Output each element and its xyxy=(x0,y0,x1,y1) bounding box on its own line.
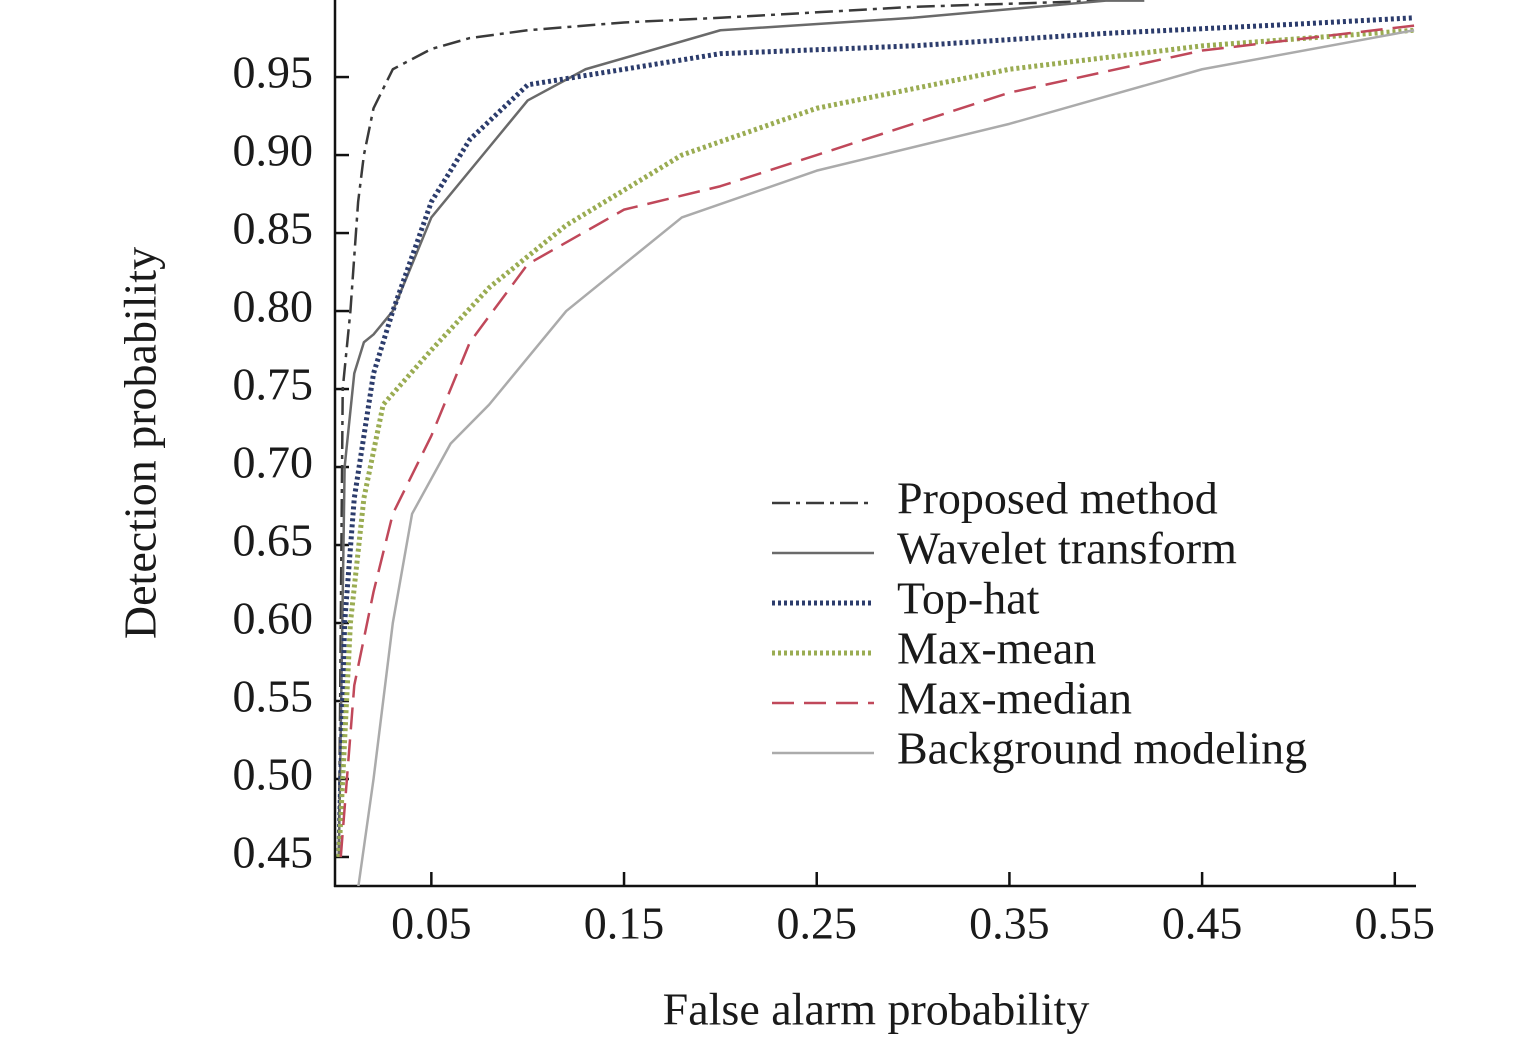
x-tick-label: 0.35 xyxy=(969,898,1050,949)
x-axis-label: False alarm probability xyxy=(663,984,1090,1035)
x-tick-label: 0.55 xyxy=(1355,898,1436,949)
y-tick-label: 0.90 xyxy=(233,125,314,176)
y-axis-label: Detection probability xyxy=(115,247,166,639)
legend-label: Top-hat xyxy=(897,573,1040,624)
legend-label: Max-median xyxy=(897,673,1132,724)
series-line xyxy=(337,0,1106,857)
x-tick-label: 0.45 xyxy=(1162,898,1243,949)
y-tick-label: 0.95 xyxy=(233,47,314,98)
y-tick-label: 0.50 xyxy=(233,749,314,800)
y-tick-label: 0.85 xyxy=(233,203,314,254)
series-line xyxy=(336,27,1415,858)
plot-area xyxy=(336,0,1415,886)
series-line xyxy=(336,15,1415,858)
series-line xyxy=(337,0,1145,858)
x-tick-label: 0.25 xyxy=(776,898,857,949)
y-tick-label: 0.75 xyxy=(233,359,314,410)
y-tick-label: 0.65 xyxy=(233,515,314,566)
x-tick-label: 0.05 xyxy=(391,898,472,949)
legend-label: Max-mean xyxy=(897,623,1096,674)
series-line xyxy=(339,24,1415,858)
legend-label: Proposed method xyxy=(897,473,1218,524)
y-tick-label: 0.60 xyxy=(233,593,314,644)
legend-label: Background modeling xyxy=(897,723,1307,774)
legend-label: Wavelet transform xyxy=(897,523,1237,574)
y-tick-label: 0.80 xyxy=(233,281,314,332)
series-line xyxy=(357,29,1415,886)
x-tick-label: 0.15 xyxy=(584,898,665,949)
y-tick-label: 0.55 xyxy=(233,671,314,722)
y-tick-label: 0.45 xyxy=(233,827,314,878)
y-tick-label: 0.70 xyxy=(233,437,314,488)
